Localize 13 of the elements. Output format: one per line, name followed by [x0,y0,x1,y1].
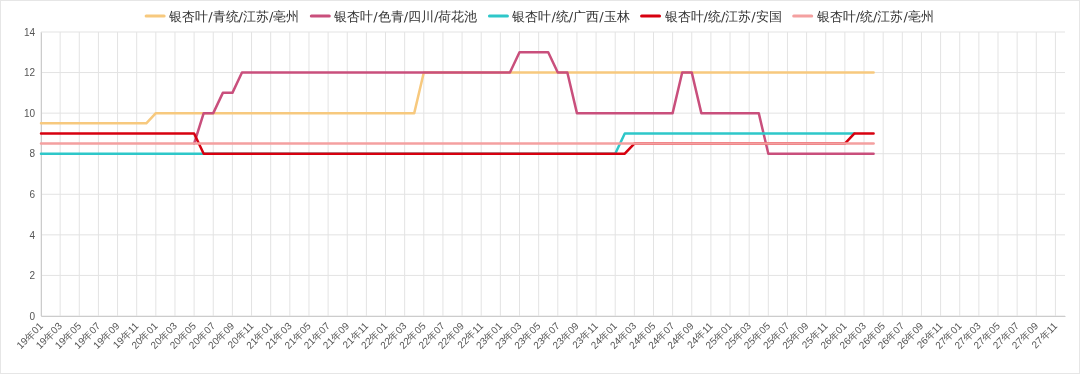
y-tick-label: 12 [23,67,36,79]
y-tick-label: 8 [29,148,36,160]
legend-label: 银杏叶/色青/四川/荷花池 [333,8,478,24]
y-tick-label: 0 [29,310,36,322]
y-tick-label: 10 [23,107,36,119]
legend-label: 银杏叶/统/江苏/安国 [663,8,782,24]
legend-label: 银杏叶/统/广西/玉林 [511,8,630,24]
y-tick-label: 4 [29,229,36,241]
y-tick-label: 6 [29,188,36,200]
y-tick-label: 14 [23,26,36,38]
legend-label: 银杏叶/青统/江苏/亳州 [168,8,300,24]
legend-label: 银杏叶/统/江苏/亳州 [815,8,934,24]
y-tick-label: 2 [29,270,36,282]
